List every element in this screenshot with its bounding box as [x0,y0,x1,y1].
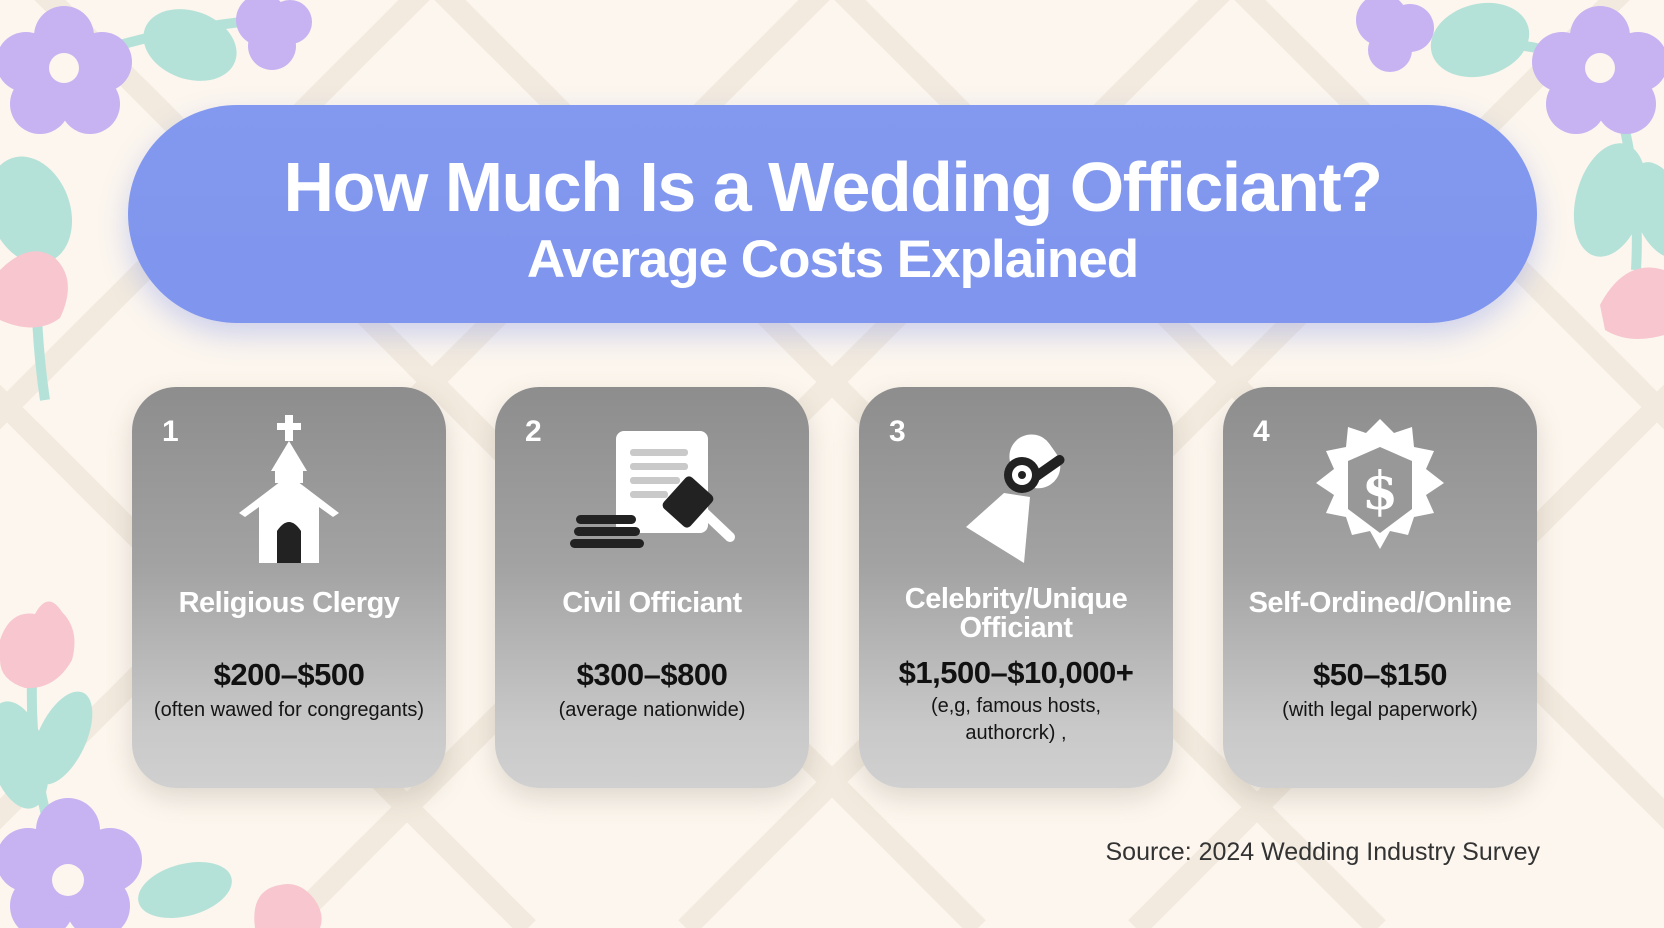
card-title-line: Celebrity/Unique [904,583,1128,615]
card-note: (average nationwide) [558,699,746,721]
certificate-badge-icon: $ [1316,419,1444,549]
card-number: 3 [889,415,906,448]
page-subtitle: Average Costs Explained [526,230,1139,289]
cost-card-civil-officiant: 2 Civil Officiant $300–$800 (average nat… [495,387,809,788]
source-citation: Source: 2024 Wedding Industry Survey [1105,838,1540,866]
card-price: $300–$800 [576,657,728,692]
card-number: 4 [1253,415,1270,448]
card-title: Religious Clergy [178,587,400,619]
card-title-line: Officiant [959,612,1073,644]
card-price: $1,500–$10,000+ [898,655,1134,690]
cost-card-religious-clergy: 1 Religious Clergy $200–$500 (often wawe… [132,387,446,788]
card-number: 1 [162,415,179,448]
spotlight-icon [966,434,1065,563]
card-note: (e,g, famous hosts, authorcrk) , [869,693,1163,747]
card-price: $200–$500 [213,657,365,692]
card-note: (often wawed for congregants) [153,699,425,721]
cost-card-celebrity-officiant: 3 Celebrity/Unique Officiant $1,500–$10,… [859,387,1173,788]
card-title: Celebrity/Unique Officiant [859,585,1173,643]
card-number: 2 [525,415,542,448]
cost-card-self-ordained: 4 $ Self-Ordined/Online $50–$150 (with l… [1223,387,1537,788]
title-banner: How Much Is a Wedding Officiant? Average… [128,105,1537,323]
church-icon [239,415,339,563]
document-gavel-icon [570,431,735,548]
card-note-line: authorcrk) , [965,722,1067,744]
card-note-line: (e,g, famous hosts, [930,695,1102,717]
card-title: Self-Ordined/Online [1248,587,1512,619]
card-title: Civil Officiant [562,587,742,619]
card-note: (with legal paperwork) [1282,699,1478,721]
svg-text:$: $ [1362,461,1398,522]
card-price: $50–$150 [1313,657,1447,692]
page-title: How Much Is a Wedding Officiant? [283,148,1383,226]
